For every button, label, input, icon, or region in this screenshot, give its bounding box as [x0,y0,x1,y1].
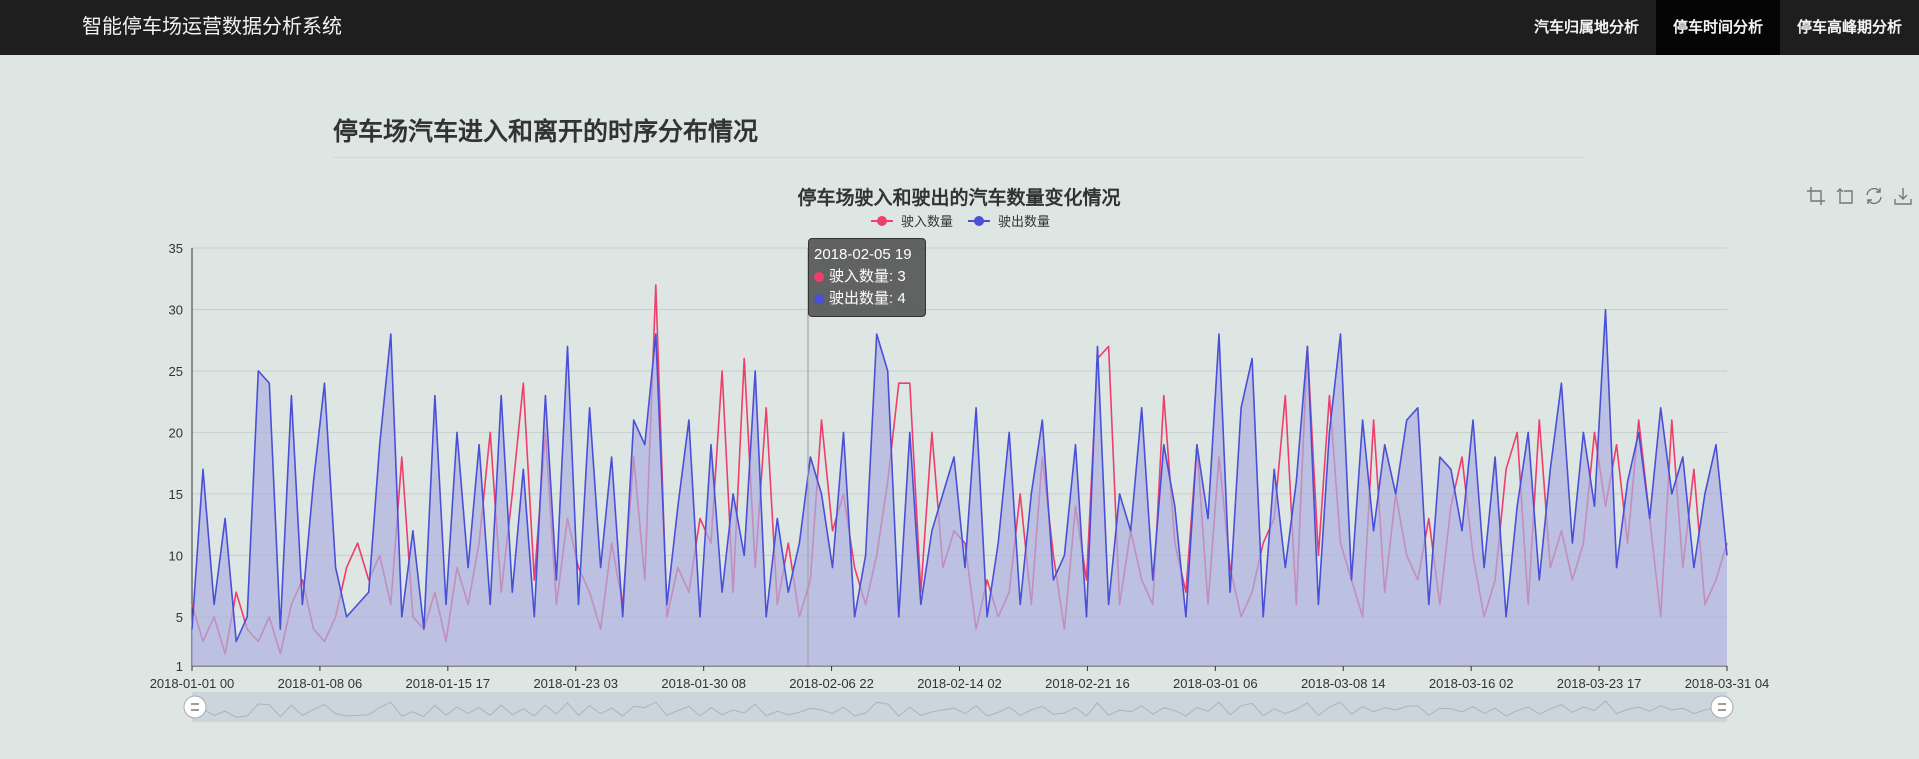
y-tick-label: 30 [169,302,183,317]
y-tick-label: 1 [176,659,183,674]
title-divider [333,157,1586,158]
tooltip-out-value: 驶出数量: 4 [829,290,906,307]
chart-toolbox [1806,186,1913,206]
x-tick-label: 2018-02-14 02 [917,676,1002,691]
x-tick-label: 2018-02-21 16 [1045,676,1130,691]
in-series-dot-icon [814,272,824,282]
y-tick-label: 35 [169,241,183,256]
datazoom-preview-line [191,700,1728,718]
x-tick-label: 2018-03-23 17 [1557,676,1642,691]
tooltip-header: 2018-02-05 19 [814,246,912,263]
y-tick-label: 10 [169,548,183,563]
x-tick-label: 2018-01-23 03 [533,676,618,691]
out-series-line [191,308,1728,643]
datazoom-handle-left [183,695,207,719]
datazoom-track [192,692,1727,722]
out-series-dot-icon [814,294,824,304]
x-tick-label: 2018-03-31 04 [1685,676,1770,691]
legend-label-0: 驶入数量 [901,214,953,229]
x-tick-label: 2018-01-30 08 [661,676,746,691]
y-tick-label: 25 [169,364,183,379]
x-tick-label: 2018-03-01 06 [1173,676,1258,691]
datazoom-handle-right [1710,695,1734,719]
zoom-select-icon[interactable] [1806,186,1826,206]
x-tick-label: 2018-01-08 06 [278,676,363,691]
save-image-icon[interactable] [1893,186,1913,206]
restore-icon[interactable] [1864,186,1884,206]
app-title: 智能停车场运营数据分析系统 [82,16,342,38]
legend-marker-1 [974,216,984,226]
chart-title: 停车场驶入和驶出的汽车数量变化情况 [797,186,1120,209]
chart-tooltip: 2018-02-05 19 驶入数量: 3 驶出数量: 4 [808,238,926,317]
nav-item-origin-analysis[interactable]: 汽车归属地分析 [1533,19,1639,36]
zoom-reset-icon[interactable] [1835,186,1855,206]
x-tick-label: 2018-03-16 02 [1429,676,1514,691]
nav-item-parking-time-analysis[interactable]: 停车时间分析 [1655,0,1780,55]
tooltip-in-value: 驶入数量: 3 [829,268,906,285]
y-tick-label: 20 [169,425,183,440]
y-tick-label: 5 [176,610,183,625]
main-nav: 汽车归属地分析 停车时间分析 停车高峰期分析 [1517,0,1919,55]
legend-marker-0 [877,216,887,226]
x-tick-label: 2018-01-01 00 [150,676,235,691]
page-title: 停车场汽车进入和离开的时序分布情况 [333,118,759,146]
legend-label-1: 驶出数量 [998,214,1050,229]
x-tick-label: 2018-02-06 22 [789,676,874,691]
x-tick-label: 2018-01-15 17 [406,676,491,691]
nav-item-peak-analysis[interactable]: 停车高峰期分析 [1796,19,1902,36]
top-navbar: 智能停车场运营数据分析系统 汽车归属地分析 停车时间分析 停车高峰期分析 [0,0,1919,55]
x-tick-label: 2018-03-08 14 [1301,676,1386,691]
y-tick-label: 15 [169,487,183,502]
